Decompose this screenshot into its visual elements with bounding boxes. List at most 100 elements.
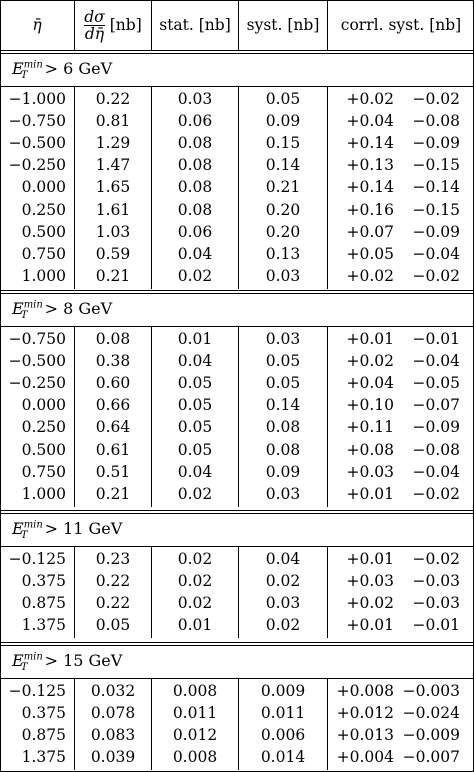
corr-syst-up: +0.01 bbox=[346, 550, 395, 568]
cross-section-value: 1.47 bbox=[95, 156, 131, 175]
corr-syst-up: +0.02 bbox=[346, 266, 395, 285]
et-superscript: min bbox=[23, 519, 43, 531]
column-rule bbox=[327, 326, 328, 507]
corr-syst-up: +0.14 bbox=[346, 178, 395, 197]
eta-value: −0.250 bbox=[8, 374, 66, 393]
eta-value: 0.750 bbox=[21, 244, 66, 263]
corr-syst-down: −0.09 bbox=[412, 222, 461, 241]
syst-error: 0.09 bbox=[265, 462, 301, 481]
stat-error: 0.05 bbox=[177, 418, 213, 437]
corr-syst-down: −0.14 bbox=[412, 178, 461, 197]
header-syst: syst. [nb] bbox=[246, 16, 320, 34]
eta-value: 1.375 bbox=[21, 748, 66, 767]
syst-error: 0.14 bbox=[265, 156, 301, 175]
syst-error: 0.04 bbox=[265, 550, 301, 568]
eta-value: −0.500 bbox=[8, 134, 66, 153]
stat-error: 0.06 bbox=[177, 112, 213, 131]
corr-syst-up: +0.10 bbox=[346, 396, 395, 415]
corr-syst-up: +0.08 bbox=[346, 440, 395, 459]
eta-value: 0.750 bbox=[21, 462, 66, 481]
stat-error: 0.04 bbox=[177, 352, 213, 371]
eta-value: −1.000 bbox=[8, 90, 66, 108]
section-title: EminT > 15 GeV bbox=[12, 651, 122, 673]
corr-syst-down: −0.03 bbox=[412, 594, 461, 613]
section-title: EminT > 11 GeV bbox=[12, 519, 122, 541]
cross-section-value: 0.22 bbox=[95, 572, 131, 591]
section-top-rule bbox=[0, 293, 474, 294]
column-rule bbox=[327, 678, 328, 771]
header-corr-syst: corrl. syst. [nb] bbox=[340, 16, 462, 34]
header-column-rule bbox=[151, 0, 152, 50]
corr-syst-up: +0.16 bbox=[346, 200, 395, 219]
et-subscript: T bbox=[20, 310, 28, 322]
fraction-numerator: dσ bbox=[84, 7, 105, 26]
cross-section-value: 0.05 bbox=[95, 616, 131, 635]
eta-value: 0.250 bbox=[21, 418, 66, 437]
corr-syst-up: +0.03 bbox=[346, 572, 395, 591]
cross-section-value: 0.38 bbox=[95, 352, 131, 371]
eta-value: 0.375 bbox=[21, 704, 66, 723]
table-top-rule bbox=[0, 0, 474, 1]
section-top-rule bbox=[0, 50, 474, 51]
corr-syst-down: −0.04 bbox=[412, 244, 461, 263]
cross-section-value: 1.61 bbox=[95, 200, 131, 219]
syst-error: 0.08 bbox=[265, 418, 301, 437]
syst-error: 0.03 bbox=[265, 484, 301, 503]
eta-value: −0.125 bbox=[8, 550, 66, 568]
eta-value: 1.000 bbox=[21, 266, 66, 285]
corr-syst-down: −0.024 bbox=[402, 704, 460, 723]
eta-value: 0.375 bbox=[21, 572, 66, 591]
syst-error: 0.03 bbox=[265, 594, 301, 613]
corr-syst-up: +0.11 bbox=[346, 418, 395, 437]
column-rule bbox=[74, 678, 75, 771]
header-eta: η̄ bbox=[0, 0, 74, 50]
eta-value: −0.750 bbox=[8, 112, 66, 131]
corr-syst-up: +0.02 bbox=[346, 90, 395, 108]
syst-error: 0.02 bbox=[265, 572, 301, 591]
cross-section-value: 0.21 bbox=[95, 266, 131, 285]
section-header-rule bbox=[0, 678, 474, 679]
eta-value: 0.875 bbox=[21, 726, 66, 745]
eta-value: 0.500 bbox=[21, 222, 66, 241]
column-rule bbox=[74, 546, 75, 639]
syst-error: 0.20 bbox=[265, 222, 301, 241]
corr-syst-down: −0.02 bbox=[412, 266, 461, 285]
fraction-bar bbox=[84, 24, 105, 26]
header-column-rule bbox=[327, 0, 328, 50]
corr-syst-down: −0.15 bbox=[412, 156, 461, 175]
syst-error: 0.011 bbox=[260, 704, 306, 723]
et-subscript: T bbox=[20, 530, 28, 542]
header-column-rule bbox=[74, 0, 75, 50]
column-rule bbox=[238, 86, 239, 289]
corr-syst-up: +0.02 bbox=[346, 352, 395, 371]
corr-syst-down: −0.05 bbox=[412, 374, 461, 393]
syst-error: 0.02 bbox=[265, 616, 301, 635]
syst-error: 0.03 bbox=[265, 266, 301, 285]
corr-syst-down: −0.04 bbox=[412, 352, 461, 371]
stat-error: 0.02 bbox=[177, 266, 213, 285]
stat-error: 0.05 bbox=[177, 374, 213, 393]
et-cut-value: > 15 GeV bbox=[39, 651, 123, 670]
cross-section-value: 0.64 bbox=[95, 418, 131, 437]
section-top-rule bbox=[0, 510, 474, 511]
et-symbol: E bbox=[12, 59, 24, 78]
syst-error: 0.05 bbox=[265, 374, 301, 393]
header-cross-section-unit: [nb] bbox=[109, 16, 142, 34]
syst-error: 0.14 bbox=[265, 396, 301, 415]
cross-section-value: 0.61 bbox=[95, 440, 131, 459]
stat-error: 0.008 bbox=[172, 682, 218, 700]
corr-syst-up: +0.012 bbox=[336, 704, 394, 723]
cross-section-value: 0.083 bbox=[90, 726, 136, 745]
stat-error: 0.01 bbox=[177, 330, 213, 348]
corr-syst-up: +0.01 bbox=[346, 616, 395, 635]
corr-syst-down: −0.003 bbox=[402, 682, 460, 700]
cross-section-value: 0.22 bbox=[95, 90, 131, 108]
cross-section-value: 0.23 bbox=[95, 550, 131, 568]
dsigma-deta-fraction: dσ dη̄ bbox=[84, 9, 105, 42]
corr-syst-down: −0.09 bbox=[412, 134, 461, 153]
cross-section-value: 0.22 bbox=[95, 594, 131, 613]
section-title: EminT > 6 GeV bbox=[12, 59, 112, 81]
stat-error: 0.008 bbox=[172, 748, 218, 767]
syst-error: 0.05 bbox=[265, 352, 301, 371]
